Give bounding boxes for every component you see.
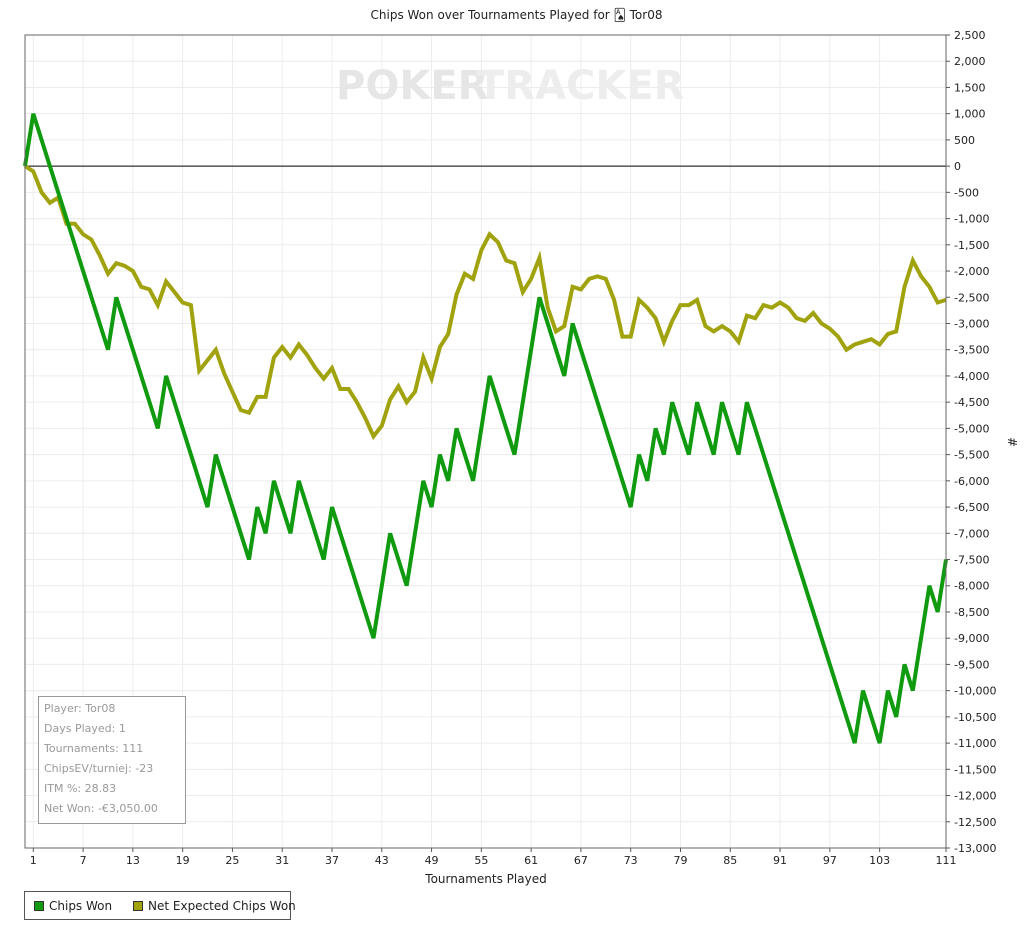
y-tick-label: -3,000	[954, 317, 989, 330]
x-tick-label: 85	[723, 854, 737, 867]
x-tick-label: 67	[574, 854, 588, 867]
x-tick-label: 7	[80, 854, 87, 867]
y-tick-label: -1,500	[954, 239, 989, 252]
x-tick-label: 97	[823, 854, 837, 867]
y-tick-label: -10,000	[954, 685, 996, 698]
x-tick-label: 61	[524, 854, 538, 867]
info-itm: ITM %: 28.83	[44, 782, 117, 795]
y-tick-label: -500	[954, 186, 979, 199]
y-tick-label: 500	[954, 134, 975, 147]
y-tick-label: -10,500	[954, 711, 996, 724]
y-tick-label: -13,000	[954, 842, 996, 855]
x-tick-label: 13	[126, 854, 140, 867]
y-tick-label: -6,000	[954, 475, 989, 488]
chart-legend: Chips Won Net Expected Chips Won	[24, 891, 296, 920]
y-tick-label: 1,500	[954, 81, 986, 94]
x-tick-label: 31	[275, 854, 289, 867]
legend-item-net-expected-chips-won[interactable]: Net Expected Chips Won	[133, 899, 296, 913]
y-axis-label: #	[1005, 437, 1019, 447]
y-tick-label: -2,500	[954, 291, 989, 304]
y-tick-label: -9,000	[954, 632, 989, 645]
y-tick-label: -11,500	[954, 763, 996, 776]
series-line-chips-won	[23, 113, 948, 744]
plot-border	[24, 34, 947, 849]
series-lines	[23, 113, 948, 744]
x-tick-label: 49	[425, 854, 439, 867]
x-tick-label: 91	[773, 854, 787, 867]
x-tick-label: 111	[936, 854, 957, 867]
x-tick-label: 55	[474, 854, 488, 867]
x-axis-label: Tournaments Played	[424, 872, 546, 886]
y-tick-label: -6,500	[954, 501, 989, 514]
info-player: Player: Tor08	[44, 702, 116, 715]
y-tick-label: 0	[954, 160, 961, 173]
y-tick-label: -8,000	[954, 580, 989, 593]
series-line-net-expected-chips-won	[23, 164, 947, 441]
watermark-left: POKER	[336, 63, 488, 109]
y-tick-label: -5,000	[954, 422, 989, 435]
y-tick-label: -12,000	[954, 790, 996, 803]
y-tick-label: -8,500	[954, 606, 989, 619]
y-tick-label: -7,000	[954, 527, 989, 540]
y-tick-label: -1,000	[954, 213, 989, 226]
legend-swatch-chips-won	[34, 901, 44, 911]
axes: 2,500 2,000 1,500 1,000 500 0 -500 -1,000 -1,500…	[24, 29, 996, 867]
legend-item-chips-won[interactable]: Chips Won	[34, 899, 112, 913]
legend-swatch-net-expected	[133, 901, 143, 911]
y-tick-label: 2,500	[954, 29, 986, 42]
chart-title: Chips Won over Tournaments Played for 🂡 …	[370, 8, 663, 22]
info-tournaments: Tournaments: 111	[44, 742, 144, 755]
y-tick-label: -11,000	[954, 737, 996, 750]
y-tick-label: 2,000	[954, 55, 986, 68]
x-tick-label: 103	[869, 854, 890, 867]
y-tick-label: -2,000	[954, 265, 989, 278]
x-tick-label: 1	[30, 854, 37, 867]
y-tick-label: -5,500	[954, 449, 989, 462]
info-chipsev: ChipsEV/turniej: -23	[44, 762, 154, 775]
y-tick-label: -7,500	[954, 554, 989, 567]
y-tick-label: -12,500	[954, 816, 996, 829]
x-tick-label: 79	[673, 854, 687, 867]
x-tick-label: 43	[375, 854, 389, 867]
y-tick-label: 1,000	[954, 108, 986, 121]
info-days-played: Days Played: 1	[44, 722, 126, 735]
x-tick-label: 37	[325, 854, 339, 867]
player-info-box: Player: Tor08 Days Played: 1 Tournaments…	[38, 696, 186, 824]
x-tick-label: 73	[624, 854, 638, 867]
legend-label-net-expected: Net Expected Chips Won	[148, 899, 296, 913]
x-tick-label: 25	[225, 854, 239, 867]
watermark-right: TRACKER	[477, 63, 685, 109]
legend-label-chips-won: Chips Won	[49, 899, 113, 913]
grid-lines	[25, 34, 947, 849]
y-tick-label: -3,500	[954, 344, 989, 357]
y-tick-label: -4,500	[954, 396, 989, 409]
y-tick-label: -4,000	[954, 370, 989, 383]
info-net-won: Net Won: -€3,050.00	[44, 802, 158, 815]
x-tick-label: 19	[176, 854, 190, 867]
y-tick-label: -9,500	[954, 658, 989, 671]
